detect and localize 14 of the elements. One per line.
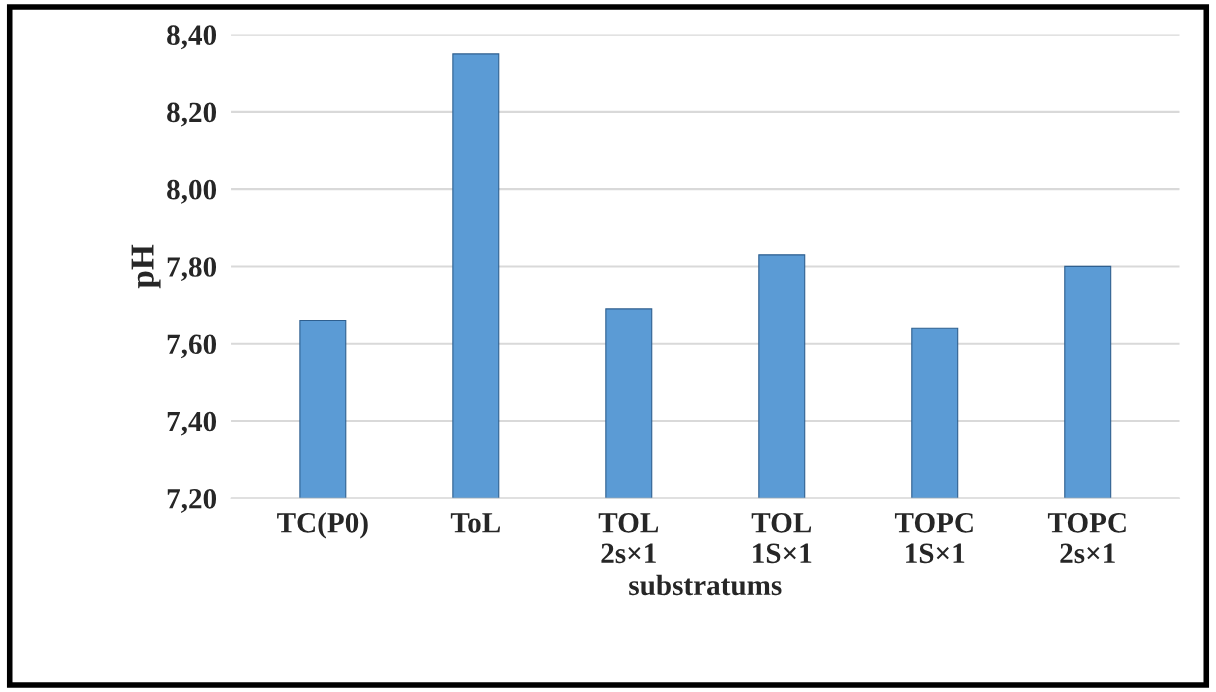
y-tick-label: 8,00 xyxy=(167,179,217,204)
y-axis-title: pH xyxy=(131,244,161,289)
y-tick-label: 7,20 xyxy=(167,488,217,513)
y-tick-label: 8,40 xyxy=(167,25,217,50)
y-tick-label: 8,20 xyxy=(167,102,217,127)
y-tick-label: 7,80 xyxy=(167,257,217,282)
y-tick-label: 7,40 xyxy=(167,411,217,436)
x-tick-label: TOPC 1S×1 xyxy=(894,513,973,564)
y-tick-label: 7,60 xyxy=(167,334,217,359)
x-axis-title: substratums xyxy=(629,574,782,596)
x-tick-label: ToL xyxy=(450,513,500,533)
x-tick-label: TOPC 2s×1 xyxy=(1047,513,1126,564)
x-tick-label: TOL 1S×1 xyxy=(751,513,812,564)
x-tick-label: TC(P0) xyxy=(277,512,368,539)
